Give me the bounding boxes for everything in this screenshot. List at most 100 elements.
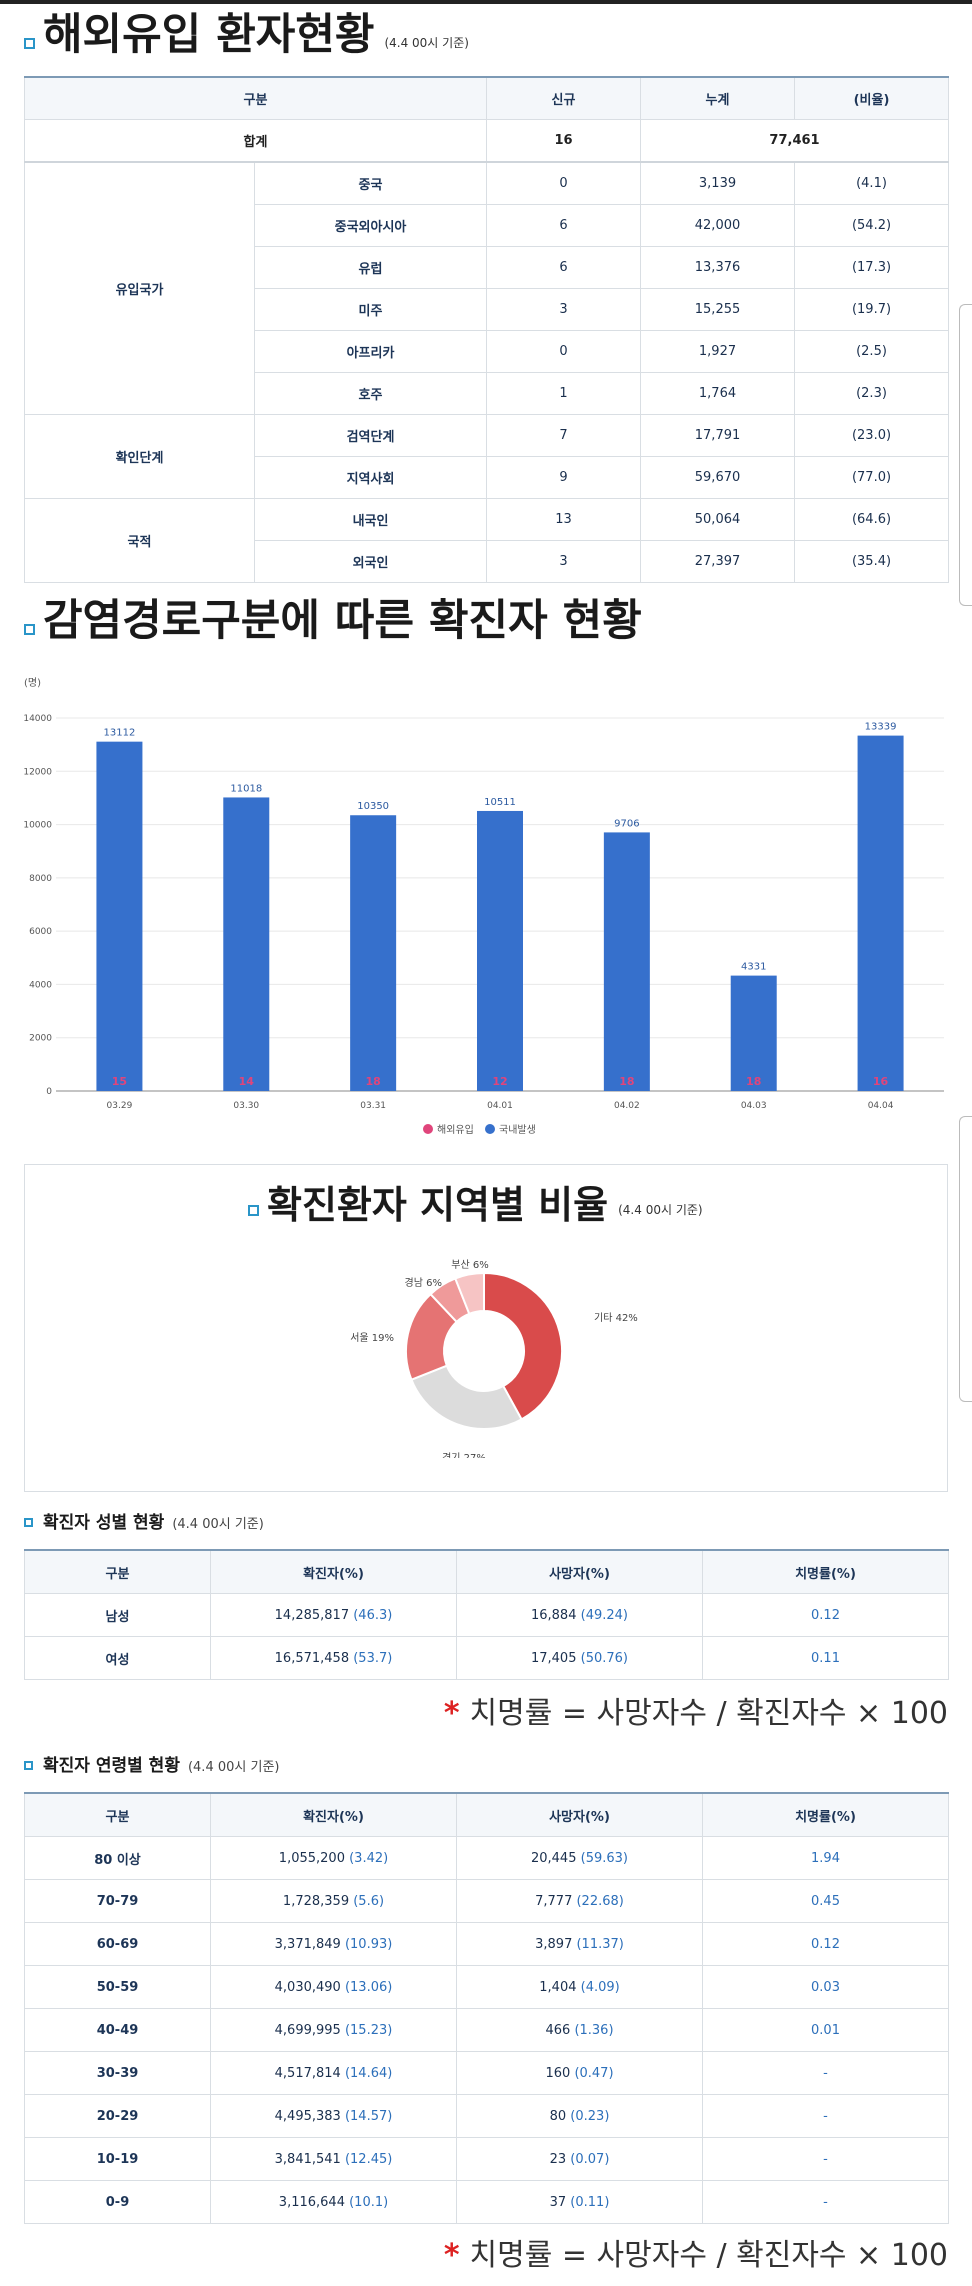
cases-cell: 4,495,383 (14.57) [210, 2094, 457, 2138]
asterisk-icon: * [443, 1696, 460, 1731]
deaths-value: 37 [549, 2194, 567, 2210]
deaths-cell: 20,445 (59.63) [456, 1836, 703, 1880]
cases-value: 3,371,849 [274, 1936, 341, 1952]
col-header: 신규 [486, 76, 642, 120]
col-header: 구분 [23, 76, 488, 120]
row-label: 중국외아시아 [253, 204, 488, 247]
overseas-row: 유입국가 중국 0 3,139 (4.1) [24, 161, 950, 415]
deaths-pct: (1.36) [574, 2022, 614, 2038]
y-tick-label: 14000 [23, 714, 52, 724]
stats-row: 10-19 3,841,541 (12.45) 23 (0.07) - [24, 2137, 949, 2181]
stats-row: 30-39 4,517,814 (14.64) 160 (0.47) - [24, 2051, 949, 2095]
row-label: 80 이상 [24, 1836, 211, 1880]
bar-value-label: 9706 [614, 818, 639, 829]
row-label: 남성 [24, 1593, 211, 1637]
col-header: 치명률(%) [702, 1792, 949, 1837]
cases-value: 14,285,817 [274, 1607, 350, 1623]
row-new: 3 [486, 540, 642, 583]
cases-value: 3,841,541 [274, 2151, 341, 2167]
deaths-cell: 37 (0.11) [456, 2180, 703, 2224]
overseas-row: 중국외아시아 6 42,000 (54.2) [25, 204, 950, 247]
deaths-cell: 17,405 (50.76) [456, 1636, 703, 1680]
overseas-row: 지역사회 9 59,670 (77.0) [25, 456, 950, 499]
bar-domestic [477, 810, 523, 1091]
cases-cell: 3,116,644 (10.1) [210, 2180, 457, 2224]
row-new: 9 [486, 456, 642, 499]
overseas-value-label: 18 [746, 1075, 761, 1088]
overseas-title: 해외유입 환자현황 [43, 10, 375, 60]
deaths-pct: (22.68) [576, 1893, 624, 1909]
cases-value: 4,495,383 [274, 2108, 341, 2124]
age-section-title: 확진자 연령별 현황 (4.4 00시 기준) [24, 1756, 279, 1775]
cases-value: 4,699,995 [274, 2022, 341, 2038]
age-title: 확진자 연령별 현황 [43, 1756, 180, 1776]
overseas-value-label: 12 [492, 1075, 507, 1088]
row-pct: (64.6) [794, 498, 950, 541]
group-label: 확인단계 [24, 414, 255, 499]
side-scroll-handle[interactable] [959, 1116, 972, 1402]
overseas-value-label: 18 [619, 1075, 634, 1088]
total-row: 합계 16 77,461 [23, 119, 950, 163]
cases-value: 1,728,359 [282, 1893, 350, 1909]
stats-row: 남성 14,285,817 (46.3) 16,884 (49.24) 0.12 [24, 1593, 949, 1637]
row-label: 아프리카 [253, 330, 488, 373]
overseas-value-label: 18 [365, 1075, 380, 1088]
overseas-row: 미주 3 15,255 (19.7) [25, 288, 950, 331]
cases-cell: 4,517,814 (14.64) [210, 2051, 457, 2095]
row-label: 지역사회 [253, 456, 488, 499]
formula-text: 치명률 = 사망자수 / 확진자수 × 100 [469, 2238, 948, 2273]
row-pct: (2.5) [794, 330, 950, 373]
row-new: 0 [486, 161, 642, 205]
deaths-pct: (0.23) [570, 2108, 610, 2124]
route-section-title: 감염경로구분에 따른 확진자 현황 [24, 600, 642, 643]
row-cum: 3,139 [640, 161, 796, 205]
y-axis-label: (명) [24, 677, 41, 689]
square-bullet-icon [24, 1518, 33, 1527]
pie-label: 경기 27% [442, 1451, 486, 1458]
y-tick-label: 2000 [29, 1034, 52, 1044]
gender-note: (4.4 00시 기준) [172, 1517, 264, 1532]
stats-row: 50-59 4,030,490 (13.06) 1,404 (4.09) 0.03 [24, 1965, 949, 2009]
row-new: 13 [486, 498, 642, 541]
side-scroll-handle[interactable] [959, 304, 972, 606]
overseas-row: 확인단계 검역단계 7 17,791 (23.0) [24, 414, 950, 499]
deaths-pct: (50.76) [580, 1650, 628, 1666]
row-label: 여성 [24, 1636, 211, 1680]
overseas-header-row: 구분 신규 누계 (비율) [23, 76, 950, 120]
col-header: 누계 [640, 76, 796, 120]
y-tick-label: 6000 [29, 927, 52, 937]
legend-label[interactable]: 국내발생 [499, 1124, 536, 1136]
row-pct: (23.0) [794, 414, 950, 457]
total-label: 합계 [23, 119, 488, 163]
legend-marker [423, 1124, 433, 1134]
stats-row: 70-79 1,728,359 (5.6) 7,777 (22.68) 0.45 [24, 1879, 949, 1923]
stats-row: 0-9 3,116,644 (10.1) 37 (0.11) - [24, 2180, 949, 2224]
stats-row: 여성 16,571,458 (53.7) 17,405 (50.76) 0.11 [24, 1636, 949, 1680]
deaths-value: 20,445 [530, 1850, 577, 1866]
deaths-value: 160 [545, 2065, 571, 2081]
x-tick-label: 04.03 [741, 1101, 767, 1111]
row-new: 0 [486, 330, 642, 373]
fatality-formula: * 치명률 = 사망자수 / 확진자수 × 100 [444, 2230, 948, 2274]
legend-label[interactable]: 해외유입 [437, 1123, 474, 1136]
pie-slice [410, 1364, 523, 1430]
row-label: 30-39 [24, 2051, 211, 2095]
rate-cell: 0.45 [702, 1879, 949, 1923]
row-label: 중국 [253, 161, 488, 205]
rate-cell: - [702, 2094, 949, 2138]
cases-cell: 1,728,359 (5.6) [210, 1879, 457, 1923]
col-header: 확진자(%) [210, 1792, 457, 1837]
bar-domestic [223, 797, 270, 1091]
pie-label: 부산 6% [451, 1259, 488, 1271]
square-bullet-icon [24, 38, 35, 49]
y-tick-label: 12000 [23, 767, 52, 777]
col-header: 사망자(%) [456, 1549, 703, 1594]
age-table: 구분 확진자(%) 사망자(%) 치명률(%) 80 이상 1,055,200 (… [24, 1792, 949, 2224]
col-header: 확진자(%) [210, 1549, 457, 1594]
age-note: (4.4 00시 기준) [187, 1760, 280, 1775]
stats-row: 20-29 4,495,383 (14.57) 80 (0.23) - [24, 2094, 949, 2138]
top-border [0, 0, 972, 4]
deaths-value: 16,884 [530, 1607, 577, 1623]
cases-pct: (12.45) [344, 2151, 393, 2167]
group-label: 국적 [24, 498, 255, 583]
